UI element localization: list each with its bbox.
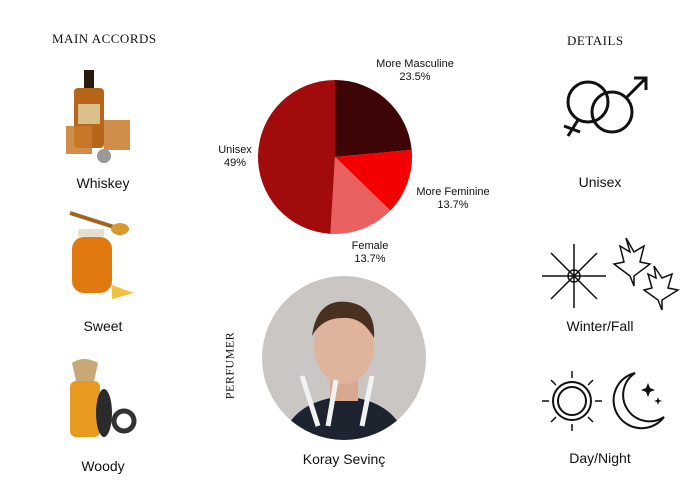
accord-whiskey-label: Whiskey: [76, 175, 130, 191]
pie-slice-more-feminine: [335, 149, 412, 211]
accord-woody-label: Woody: [81, 458, 125, 474]
sun-moon-icon: [542, 371, 665, 431]
pie-label-female: Female 13.7%: [351, 240, 389, 265]
gender-symbols-icon: [563, 76, 648, 137]
perfumer-photo: [262, 276, 426, 440]
pie-label-more-masculine: More Masculine 23.5%: [376, 58, 454, 83]
accord-sweet-label: Sweet: [83, 318, 123, 334]
perfumer-name: Koray Sevinç: [302, 451, 386, 467]
detail-season-label: Winter/Fall: [566, 318, 634, 334]
main-accords-title: MAIN ACCORDS: [52, 31, 157, 46]
pie-slice-unisex: [257, 80, 335, 234]
pie-slice-more-masculine: [335, 80, 412, 157]
detail-time-label: Day/Night: [569, 450, 631, 466]
details-title: DETAILS: [567, 33, 624, 48]
snowflake-maple-leaf-icon: [542, 237, 680, 311]
whiskey-bottle-icon: [66, 70, 130, 163]
pie-label-unisex: Unisex 49%: [218, 144, 252, 169]
gender-pie-chart: [257, 80, 412, 234]
pie-slice-female: [330, 157, 391, 234]
detail-unisex-label: Unisex: [578, 174, 622, 190]
perfumer-heading: PERFUMER: [222, 331, 237, 400]
woody-bottle-icon: [70, 359, 137, 437]
honey-jar-icon: [69, 211, 134, 299]
pie-label-more-feminine: More Feminine 13.7%: [416, 186, 490, 211]
